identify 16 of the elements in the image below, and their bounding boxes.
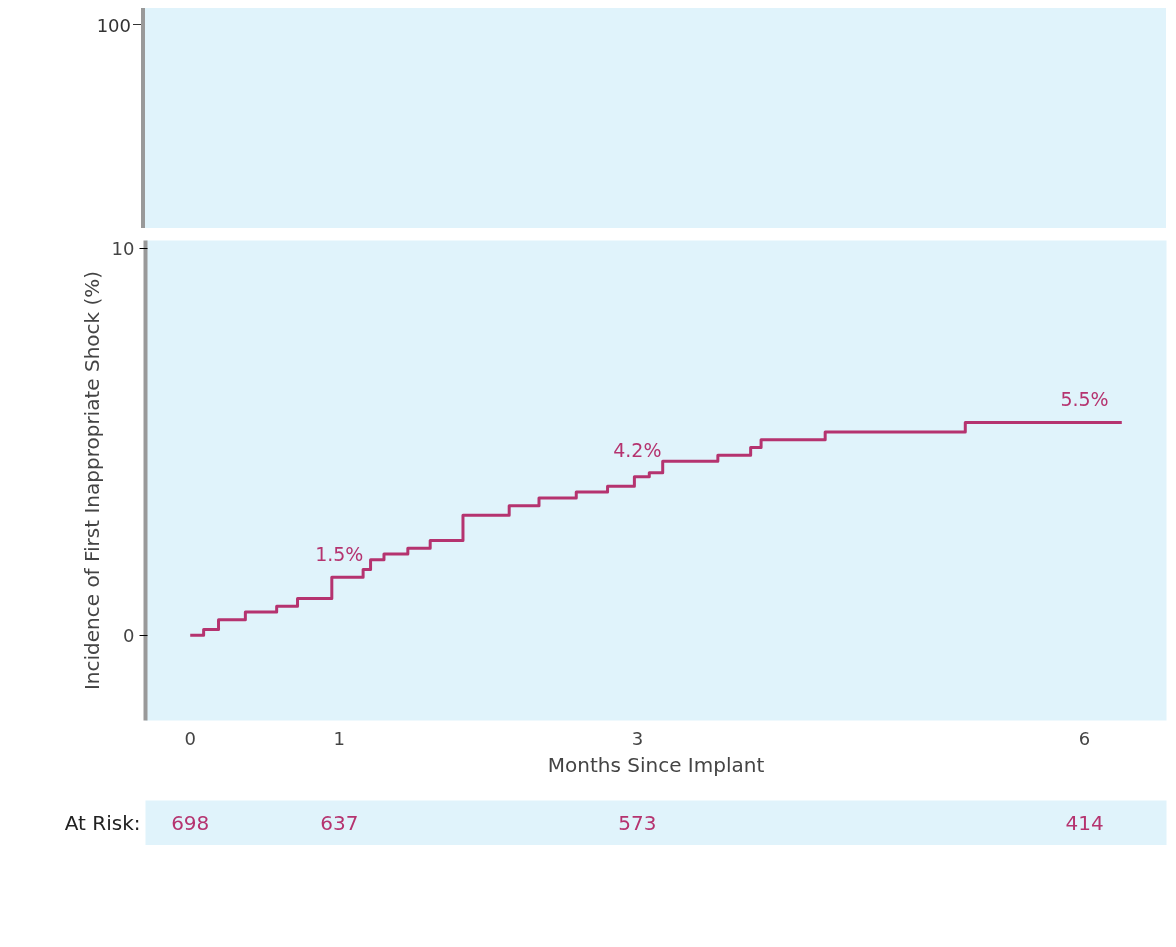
text: 637 bbox=[320, 811, 359, 835]
x-tick-label: 3 bbox=[631, 727, 644, 749]
annotation: 1.5% bbox=[315, 543, 364, 566]
x-tick-label: 6 bbox=[1078, 727, 1091, 749]
y-axis-title: Incidence of First Inappropriate Shock (%) bbox=[79, 270, 104, 691]
y-tick-label: 10 bbox=[111, 237, 135, 259]
text: 414 bbox=[1065, 811, 1104, 835]
annotation: 4.2% bbox=[613, 438, 662, 461]
text: At Risk: bbox=[64, 811, 141, 835]
x-axis-title: Months Since Implant bbox=[547, 752, 765, 777]
text: 698 bbox=[171, 811, 210, 835]
x-tick-label: 0 bbox=[184, 727, 196, 749]
x-tick-label: 1 bbox=[333, 727, 345, 749]
text: 100 bbox=[96, 14, 131, 38]
text: 573 bbox=[618, 811, 657, 835]
annotation: 5.5% bbox=[1060, 388, 1109, 411]
